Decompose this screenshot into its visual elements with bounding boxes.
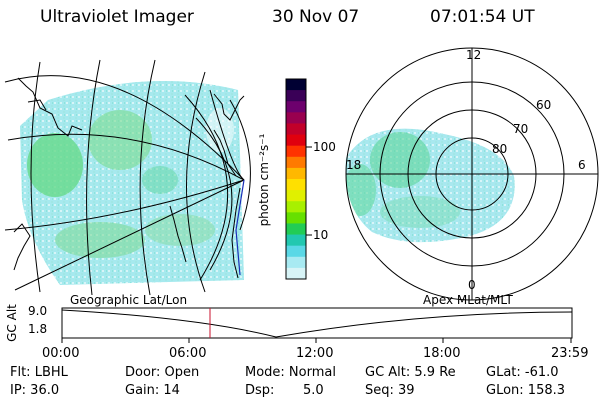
- colorbar-cell: [286, 234, 306, 247]
- colorbar-cell: [286, 179, 306, 191]
- colorbar-cell: [286, 112, 306, 124]
- polar-aurora: [345, 128, 515, 243]
- colorbar-cell: [286, 167, 306, 180]
- colorbar-cell: [286, 201, 306, 213]
- observation-time: 07:01:54 UT: [430, 7, 535, 27]
- apex-label: Apex MLat/MLT: [423, 293, 513, 307]
- colorbar-cell: [286, 145, 306, 158]
- mlt-label-6: 6: [578, 158, 586, 172]
- colorbar: [285, 78, 312, 280]
- time-tick-1800: 18:00: [423, 346, 461, 361]
- colorbar-cell: [286, 245, 306, 258]
- mlt-label-18: 18: [346, 158, 362, 172]
- mlt-label-12: 12: [466, 48, 482, 62]
- colorbar-cell: [286, 79, 306, 91]
- observation-date: 30 Nov 07: [272, 7, 360, 27]
- colorbar-cell: [286, 212, 306, 224]
- geographic-label: Geographic Lat/Lon: [70, 293, 188, 307]
- colorbar-tick-100: 100: [313, 140, 336, 154]
- altitude-ytick-max: 9.0: [28, 304, 48, 318]
- time-tick-2359: 23:59: [551, 346, 589, 361]
- map-grid: [4, 59, 251, 296]
- colorbar-cell: [286, 223, 306, 236]
- altitude-axis-label: GC Alt: [5, 304, 19, 342]
- dsp-value: 5.0: [303, 383, 324, 398]
- colorbar-cell: [286, 123, 306, 136]
- door-status: Door: Open: [125, 365, 200, 380]
- mlt-label-0: 0: [468, 278, 476, 292]
- geographic-image: [20, 81, 244, 285]
- altitude-ytick-min: 1.8: [28, 322, 48, 336]
- lat-label-80: 80: [492, 142, 508, 156]
- geo-latitude-value: GLat: -61.0: [486, 365, 559, 380]
- lat-label-60: 60: [536, 98, 552, 112]
- gain-value: Gain: 14: [125, 383, 180, 398]
- ip-value: IP: 36.0: [10, 383, 60, 398]
- altitude-curve: [61, 309, 573, 338]
- colorbar-cell: [286, 190, 306, 202]
- dsp-label: Dsp:: [245, 383, 275, 398]
- filter-value: Flt: LBHL: [10, 365, 68, 380]
- time-tick-0000: 00:00: [42, 346, 80, 361]
- time-tick-1200: 12:00: [296, 346, 334, 361]
- mode-value: Mode: Normal: [245, 365, 336, 380]
- gc-altitude-value: GC Alt: 5.9 Re: [365, 365, 456, 380]
- colorbar-unit-label: photon cm⁻²s⁻¹: [257, 133, 271, 227]
- polar-plot: [345, 47, 599, 301]
- time-tick-0600: 06:00: [169, 346, 207, 361]
- colorbar-cell: [286, 90, 306, 102]
- instrument-title: Ultraviolet Imager: [40, 7, 194, 27]
- terminator-line: [235, 179, 245, 276]
- colorbar-cell: [286, 156, 306, 169]
- colorbar-cell: [286, 134, 306, 147]
- altitude-plot: [61, 307, 573, 343]
- geo-longitude-value: GLon: 158.3: [486, 383, 566, 398]
- sequence-value: Seq: 39: [365, 383, 415, 398]
- colorbar-tick-10: 10: [313, 228, 329, 242]
- colorbar-cell: [286, 101, 306, 113]
- colorbar-cell: [286, 256, 306, 269]
- colorbar-cell: [286, 267, 306, 280]
- lat-label-70: 70: [513, 122, 529, 136]
- coastlines: [13, 77, 245, 279]
